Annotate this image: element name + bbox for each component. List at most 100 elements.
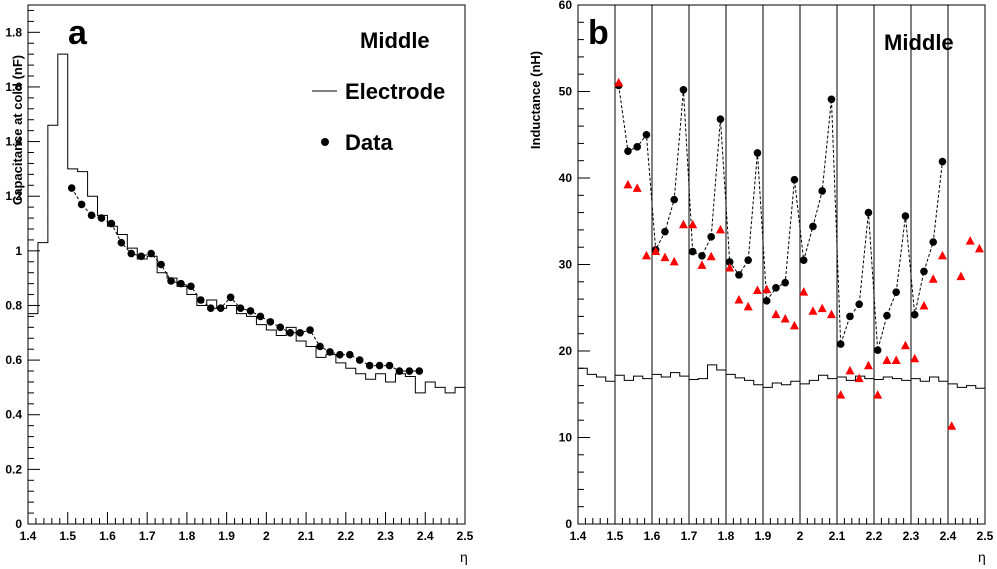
legend-data-label: Data <box>345 130 393 155</box>
circle-marker <box>920 268 928 276</box>
circle-marker <box>800 256 808 264</box>
circle-marker <box>386 362 394 370</box>
panel-a-x-axis-label: η <box>460 549 468 565</box>
y-tick-label: 0.8 <box>5 298 22 312</box>
triangle-marker <box>919 301 928 310</box>
legend-electrode-label: Electrode <box>345 79 445 104</box>
circle-marker <box>837 340 845 348</box>
triangle-marker <box>855 374 864 383</box>
triangle-marker <box>716 225 725 234</box>
triangle-marker <box>753 285 762 294</box>
circle-marker <box>356 356 364 364</box>
triangle-marker <box>725 263 734 272</box>
circle-marker <box>670 196 678 204</box>
y-tick-label: 10 <box>559 431 573 445</box>
circle-marker <box>376 362 384 370</box>
x-tick-label: 2.1 <box>829 529 846 543</box>
x-tick-label: 2 <box>263 529 270 543</box>
x-tick-label: 2.3 <box>377 529 394 543</box>
circle-marker <box>772 284 780 292</box>
circle-marker <box>855 300 863 308</box>
y-tick-label: 0.6 <box>5 353 22 367</box>
circle-marker <box>624 147 632 155</box>
electrode-histogram-line <box>578 365 985 389</box>
x-tick-label: 2.2 <box>866 529 883 543</box>
circle-marker <box>929 238 937 246</box>
circle-marker <box>633 143 641 151</box>
circle-marker <box>406 367 414 375</box>
circle-marker <box>147 250 155 258</box>
panel-a-y-axis-label: Capacitance at cold (nF) <box>10 55 25 205</box>
panel-b-electrode-histogram <box>578 365 985 389</box>
triangle-marker <box>808 306 817 315</box>
y-tick-label: 20 <box>559 344 573 358</box>
triangle-marker <box>938 251 947 260</box>
triangle-marker <box>697 260 706 269</box>
circle-marker <box>735 271 743 279</box>
x-tick-label: 2.3 <box>903 529 920 543</box>
legend-data-marker <box>321 138 329 146</box>
circle-marker <box>257 313 265 321</box>
circle-marker <box>883 312 891 320</box>
panel-a-region-label: Middle <box>360 28 430 53</box>
x-tick-label: 2 <box>797 529 804 543</box>
triangle-marker <box>614 78 623 87</box>
triangle-marker <box>929 274 938 283</box>
triangle-marker <box>771 310 780 319</box>
triangle-marker <box>660 253 669 261</box>
circle-marker <box>247 307 255 315</box>
x-tick-label: 1.9 <box>755 529 772 543</box>
triangle-marker <box>679 220 688 229</box>
circle-marker <box>661 228 669 236</box>
panel-a-letter: a <box>68 14 88 52</box>
triangle-marker <box>966 236 975 245</box>
panel-b: 1.4 1.5 1.6 1.7 1.8 1.9 2 2.1 2.2 2.3 2.4 2.5 0 10 20… <box>528 0 994 565</box>
panel-a: 1.4 1.5 1.6 1.7 1.8 1.9 2 2.1 2.2 2.3 2.4 2.5 00.20… <box>5 5 473 565</box>
y-tick-label: 0.4 <box>5 408 22 422</box>
circle-marker <box>939 158 947 166</box>
electrode-histogram-line <box>28 54 465 524</box>
x-tick-label: 1.4 <box>570 529 587 543</box>
circle-marker <box>98 214 106 222</box>
circle-marker <box>177 280 185 288</box>
x-tick-label: 1.4 <box>20 529 37 543</box>
triangle-marker <box>670 257 679 266</box>
x-tick-label: 1.6 <box>99 529 116 543</box>
circle-marker <box>267 318 275 326</box>
panel-b-vertical-lines <box>615 5 948 524</box>
x-tick-label: 1.5 <box>59 529 76 543</box>
circle-marker <box>366 362 374 370</box>
circle-marker <box>296 329 304 337</box>
circle-marker <box>197 296 205 304</box>
circle-marker <box>68 184 76 192</box>
circle-marker <box>416 367 424 375</box>
circle-marker <box>326 348 334 356</box>
x-tick-label: 1.8 <box>718 529 735 543</box>
y-tick-label: 1 <box>15 244 22 258</box>
circle-marker <box>865 209 873 217</box>
y-tick-label: 40 <box>559 171 573 185</box>
x-tick-label: 2.4 <box>417 529 434 543</box>
triangle-marker <box>947 421 956 430</box>
circle-marker <box>306 326 314 334</box>
triangle-marker <box>836 390 845 399</box>
series-dashed-line <box>619 85 943 350</box>
triangle-marker <box>845 366 854 375</box>
panel-b-y-axis-label: Inductance (nH) <box>528 51 543 149</box>
circle-marker <box>791 176 799 184</box>
circle-marker <box>846 313 854 321</box>
circle-marker <box>818 187 826 195</box>
y-tick-label: 60 <box>559 0 573 12</box>
circle-marker <box>286 329 294 337</box>
x-tick-label: 2.5 <box>457 529 474 543</box>
circle-marker <box>157 261 165 269</box>
x-tick-label: 2.5 <box>977 529 994 543</box>
panel-a-electrode-histogram <box>28 54 465 524</box>
y-tick-label: 50 <box>559 85 573 99</box>
x-tick-label: 1.8 <box>179 529 196 543</box>
triangle-marker <box>892 356 901 365</box>
y-tick-label: 1.8 <box>5 25 22 39</box>
triangle-marker <box>827 310 836 319</box>
x-tick-label: 1.6 <box>644 529 661 543</box>
